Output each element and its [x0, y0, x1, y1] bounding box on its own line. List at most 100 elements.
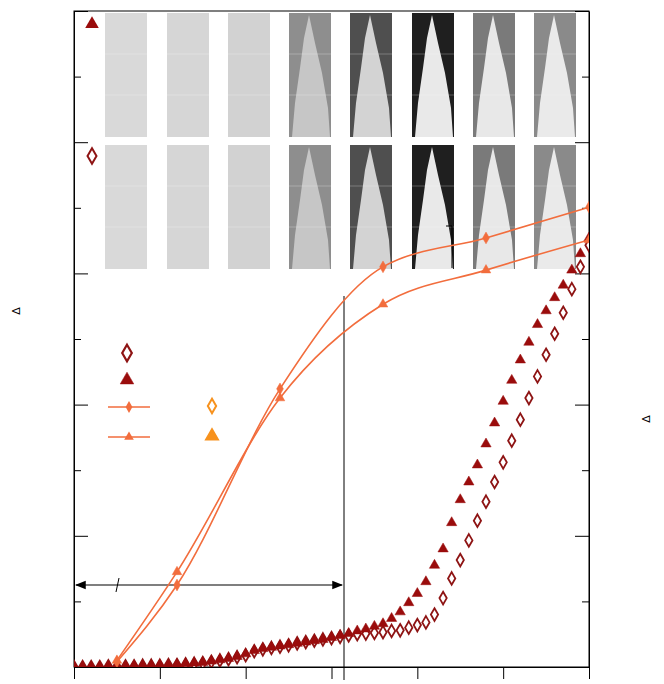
- photo: [350, 145, 392, 269]
- line: [117, 240, 589, 660]
- photo-plume: [353, 15, 391, 137]
- divider-line: [344, 296, 345, 680]
- marker: [241, 648, 251, 657]
- marker: [120, 660, 130, 667]
- marker: [577, 261, 584, 274]
- legend: [108, 345, 218, 440]
- marker: [232, 651, 242, 660]
- marker: [472, 459, 482, 468]
- marker: [275, 392, 285, 400]
- marker: [223, 653, 233, 662]
- marker: [532, 319, 542, 328]
- photo: [534, 13, 576, 137]
- plot-frame: [74, 11, 589, 667]
- legend-symbol: [126, 401, 133, 413]
- photo-seam: [167, 186, 209, 187]
- tick-mark: [575, 536, 589, 537]
- tick: [74, 536, 88, 537]
- row-marker: [85, 16, 99, 28]
- photo-bg: [289, 145, 331, 269]
- photo-plume: [476, 15, 514, 137]
- tick: [74, 470, 81, 471]
- marker: [431, 608, 438, 621]
- marker: [172, 658, 182, 667]
- tick: [332, 667, 333, 679]
- tick-mark: [575, 405, 589, 406]
- photo-plume: [292, 15, 330, 137]
- tick: [575, 273, 589, 274]
- marker: [560, 306, 567, 319]
- marker: [318, 633, 328, 642]
- photo: [228, 13, 270, 137]
- photo-seam: [105, 54, 147, 55]
- marker: [380, 261, 387, 273]
- tick-mark: [74, 667, 75, 679]
- marker: [455, 494, 465, 503]
- tick: [74, 77, 81, 78]
- span-arrow: [76, 584, 342, 585]
- tick-mark: [74, 273, 88, 274]
- marker: [567, 264, 577, 273]
- photo-strips: [85, 13, 576, 269]
- tick: [74, 339, 81, 340]
- tick: [582, 601, 589, 602]
- marker: [95, 661, 105, 667]
- marker: [249, 645, 259, 654]
- photo-seam: [228, 95, 270, 96]
- marker: [77, 661, 87, 667]
- tick-mark: [74, 667, 88, 668]
- series: [112, 234, 589, 663]
- photo-plume: [476, 147, 514, 269]
- photo: [228, 145, 270, 269]
- marker: [326, 632, 336, 641]
- tick: [74, 667, 88, 668]
- tick: [74, 405, 88, 406]
- photo-seam: [228, 227, 270, 228]
- marker: [155, 659, 165, 667]
- marker: [422, 616, 429, 629]
- tick: [74, 11, 88, 12]
- marker: [146, 660, 156, 667]
- marker: [568, 283, 575, 296]
- photo-bg: [473, 145, 515, 269]
- plot-area: [74, 201, 589, 667]
- tick-mark: [74, 536, 88, 537]
- photo-plume: [537, 15, 575, 137]
- y-axis-title: Δ: [10, 307, 23, 315]
- photo-bg: [289, 13, 331, 137]
- tick-mark: [575, 667, 589, 668]
- marker: [129, 660, 139, 667]
- photo-bg: [534, 13, 576, 137]
- marker: [174, 579, 181, 591]
- marker: [369, 620, 379, 629]
- marker: [361, 623, 371, 632]
- tick-mark: [74, 405, 88, 406]
- tick-mark: [74, 77, 81, 78]
- photo-seam: [167, 95, 209, 96]
- marker: [172, 566, 182, 574]
- tick-mark: [246, 667, 247, 679]
- tick: [417, 667, 418, 679]
- marker: [482, 495, 489, 508]
- photo: [167, 145, 209, 269]
- marker: [414, 619, 421, 632]
- marker: [397, 624, 404, 637]
- tick: [582, 77, 589, 78]
- photo: [105, 145, 147, 269]
- photo-bg: [412, 13, 454, 137]
- photo: [473, 13, 515, 137]
- photo-bg: [105, 145, 147, 269]
- legend-entry: [108, 429, 218, 440]
- tick: [582, 339, 589, 340]
- tick-mark: [74, 208, 81, 209]
- tick: [74, 667, 75, 679]
- legend-symbol: [208, 399, 216, 413]
- tick-mark: [575, 11, 589, 12]
- tick: [503, 667, 504, 679]
- marker: [386, 613, 396, 622]
- marker: [575, 248, 585, 257]
- series: [114, 201, 589, 667]
- marker: [352, 625, 362, 634]
- tick-mark: [582, 470, 589, 471]
- marker: [491, 476, 498, 489]
